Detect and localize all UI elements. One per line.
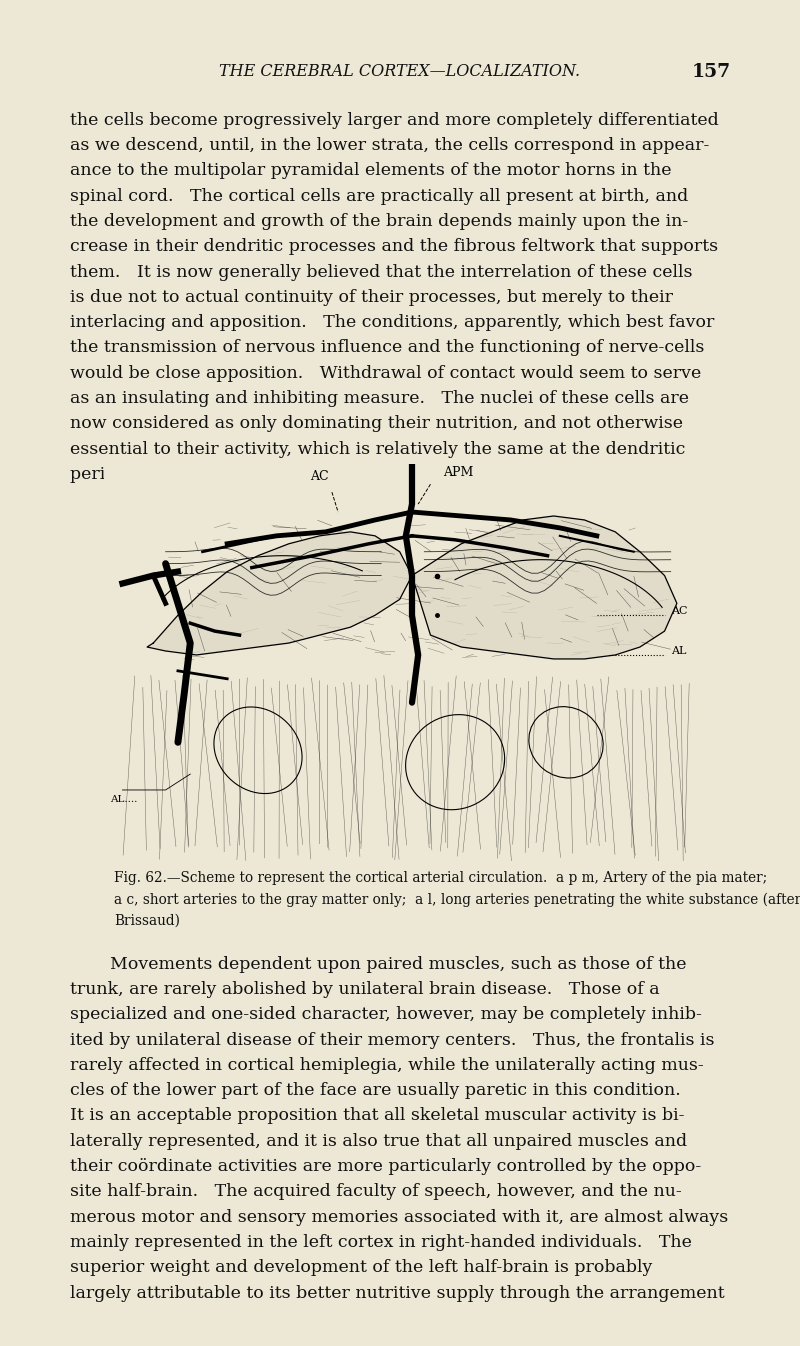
Polygon shape <box>412 516 677 660</box>
Text: the transmission of nervous influence and the functioning of nerve-cells: the transmission of nervous influence an… <box>70 339 704 357</box>
Text: AL....: AL.... <box>110 795 138 804</box>
Text: them.   It is now generally believed that the interrelation of these cells: them. It is now generally believed that … <box>70 264 692 280</box>
Text: APM: APM <box>443 466 473 479</box>
Text: is due not to actual continuity of their processes, but merely to their: is due not to actual continuity of their… <box>70 289 673 306</box>
Text: 157: 157 <box>691 63 730 81</box>
Text: rarely affected in cortical hemiplegia, while the unilaterally acting mus-: rarely affected in cortical hemiplegia, … <box>70 1057 703 1074</box>
Text: their coördinate activities are more particularly controlled by the oppo-: their coördinate activities are more par… <box>70 1158 701 1175</box>
Text: ited by unilateral disease of their memory centers.   Thus, the frontalis is: ited by unilateral disease of their memo… <box>70 1031 714 1049</box>
Text: merous motor and sensory memories associated with it, are almost always: merous motor and sensory memories associ… <box>70 1209 728 1226</box>
Text: largely attributable to its better nutritive supply through the arrangement: largely attributable to its better nutri… <box>70 1284 724 1302</box>
Text: ance to the multipolar pyramidal elements of the motor horns in the: ance to the multipolar pyramidal element… <box>70 163 671 179</box>
Text: as we descend, until, in the lower strata, the cells correspond in appear-: as we descend, until, in the lower strat… <box>70 137 709 153</box>
Text: interlacing and apposition.   The conditions, apparently, which best favor: interlacing and apposition. The conditio… <box>70 314 714 331</box>
Text: crease in their dendritic processes and the fibrous feltwork that supports: crease in their dendritic processes and … <box>70 238 718 256</box>
Polygon shape <box>147 532 412 656</box>
Text: AL: AL <box>670 646 686 656</box>
Text: Brissaud): Brissaud) <box>114 914 180 927</box>
Text: site half-brain.   The acquired faculty of speech, however, and the nu-: site half-brain. The acquired faculty of… <box>70 1183 682 1201</box>
Text: AC: AC <box>310 470 329 483</box>
Text: periphery as in the cell-body.: periphery as in the cell-body. <box>70 466 325 483</box>
Text: trunk, are rarely abolished by unilateral brain disease.   Those of a: trunk, are rarely abolished by unilatera… <box>70 981 659 997</box>
Text: specialized and one-sided character, however, may be completely inhib-: specialized and one-sided character, how… <box>70 1007 702 1023</box>
Text: Movements dependent upon paired muscles, such as those of the: Movements dependent upon paired muscles,… <box>110 956 686 973</box>
Text: THE CEREBRAL CORTEX—LOCALIZATION.: THE CEREBRAL CORTEX—LOCALIZATION. <box>219 63 581 81</box>
Text: It is an acceptable proposition that all skeletal muscular activity is bi-: It is an acceptable proposition that all… <box>70 1108 684 1124</box>
Text: Fig. 62.—Scheme to represent the cortical arterial circulation.  a p m, Artery o: Fig. 62.—Scheme to represent the cortica… <box>114 871 767 884</box>
Text: as an insulating and inhibiting measure.   The nuclei of these cells are: as an insulating and inhibiting measure.… <box>70 390 689 406</box>
Text: superior weight and development of the left half-brain is probably: superior weight and development of the l… <box>70 1260 652 1276</box>
Text: spinal cord.   The cortical cells are practically all present at birth, and: spinal cord. The cortical cells are prac… <box>70 187 688 205</box>
Text: would be close apposition.   Withdrawal of contact would seem to serve: would be close apposition. Withdrawal of… <box>70 365 701 382</box>
Text: essential to their activity, which is relatively the same at the dendritic: essential to their activity, which is re… <box>70 440 685 458</box>
Text: a c, short arteries to the gray matter only;  a l, long arteries penetrating the: a c, short arteries to the gray matter o… <box>114 892 800 907</box>
Text: AC: AC <box>670 606 687 616</box>
Text: the development and growth of the brain depends mainly upon the in-: the development and growth of the brain … <box>70 213 688 230</box>
Text: now considered as only dominating their nutrition, and not otherwise: now considered as only dominating their … <box>70 416 682 432</box>
Text: the cells become progressively larger and more completely differentiated: the cells become progressively larger an… <box>70 112 718 129</box>
Text: mainly represented in the left cortex in right-handed individuals.   The: mainly represented in the left cortex in… <box>70 1234 691 1250</box>
Text: laterally represented, and it is also true that all unpaired muscles and: laterally represented, and it is also tr… <box>70 1133 686 1149</box>
Text: cles of the lower part of the face are usually paretic in this condition.: cles of the lower part of the face are u… <box>70 1082 680 1100</box>
